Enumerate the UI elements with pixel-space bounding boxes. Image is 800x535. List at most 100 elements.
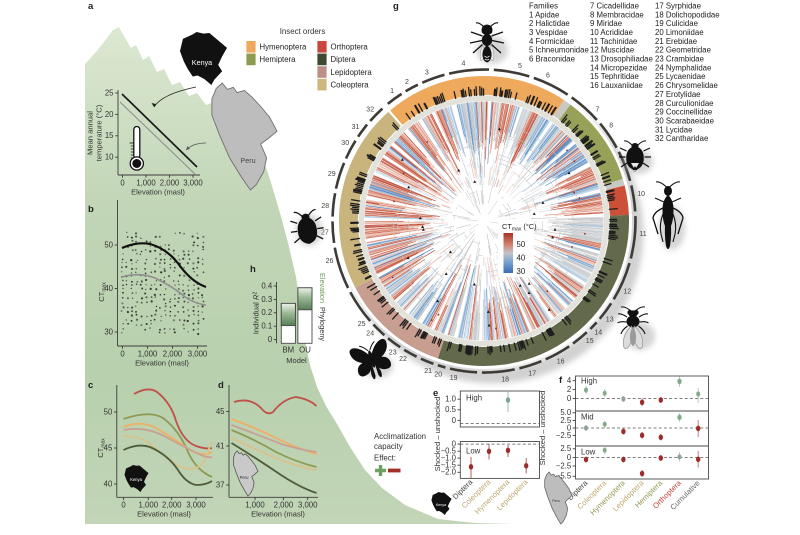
svg-text:15: 15 <box>105 131 114 140</box>
svg-text:29: 29 <box>328 171 336 178</box>
svg-text:Elevation (masl): Elevation (masl) <box>137 510 191 519</box>
svg-text:32 Cantharidae: 32 Cantharidae <box>655 134 708 143</box>
svg-text:18 Dolichopodidae: 18 Dolichopodidae <box>655 10 720 19</box>
svg-text:BM: BM <box>282 346 294 355</box>
svg-text:Elevation (masl): Elevation (masl) <box>251 510 305 519</box>
svg-text:c: c <box>88 380 93 391</box>
svg-text:Coleoptera: Coleoptera <box>331 80 370 89</box>
svg-text:22: 22 <box>399 356 407 363</box>
svg-text:temperature (°C): temperature (°C) <box>95 104 104 161</box>
svg-text:Orthoptera: Orthoptera <box>331 43 369 52</box>
svg-text:23: 23 <box>389 349 397 356</box>
svg-text:24 Nymphalidae: 24 Nymphalidae <box>655 63 711 72</box>
svg-text:3: 3 <box>425 70 429 77</box>
svg-text:Diptera: Diptera <box>331 55 357 64</box>
svg-text:6: 6 <box>546 72 550 79</box>
svg-text:18: 18 <box>501 377 509 384</box>
svg-text:Elevation: Elevation <box>318 273 327 303</box>
svg-text:16 Lauxaniidae: 16 Lauxaniidae <box>590 81 643 90</box>
svg-text:8 Membracidae: 8 Membracidae <box>590 10 644 19</box>
svg-text:15: 15 <box>586 338 594 345</box>
svg-text:14: 14 <box>594 330 602 337</box>
svg-text:0: 0 <box>452 416 457 425</box>
svg-text:1.0: 1.0 <box>445 395 457 404</box>
svg-text:0.5: 0.5 <box>445 405 457 414</box>
svg-text:2 Halictidae: 2 Halictidae <box>529 19 570 28</box>
svg-text:27: 27 <box>321 230 329 237</box>
svg-text:Kenya: Kenya <box>192 58 212 67</box>
svg-text:Kenya: Kenya <box>436 503 446 507</box>
svg-text:10: 10 <box>105 153 114 162</box>
svg-text:24: 24 <box>366 330 374 337</box>
svg-text:21 Erebidae: 21 Erebidae <box>655 37 697 46</box>
svg-text:3,000: 3,000 <box>298 501 318 510</box>
svg-text:Acclimatization: Acclimatization <box>374 432 426 441</box>
svg-text:b: b <box>88 204 94 215</box>
svg-text:50: 50 <box>104 407 113 416</box>
svg-text:30: 30 <box>341 140 349 147</box>
svg-text:26 Chrysomelidae: 26 Chrysomelidae <box>655 81 718 90</box>
svg-text:Low: Low <box>466 447 481 456</box>
svg-text:Model: Model <box>286 356 307 365</box>
svg-text:−2.0: −2.0 <box>441 468 457 477</box>
svg-text:1,000: 1,000 <box>138 350 158 359</box>
svg-text:27 Erotylidae: 27 Erotylidae <box>655 90 701 99</box>
svg-text:12 Muscidae: 12 Muscidae <box>590 46 634 55</box>
svg-text:32: 32 <box>366 107 374 114</box>
svg-text:16: 16 <box>557 358 565 365</box>
svg-text:Elevation (masl): Elevation (masl) <box>131 188 185 197</box>
svg-text:19: 19 <box>450 375 458 382</box>
svg-text:20: 20 <box>105 110 114 119</box>
svg-text:40: 40 <box>104 479 113 488</box>
svg-text:1: 1 <box>390 88 394 95</box>
svg-text:15 Tephritidae: 15 Tephritidae <box>590 72 639 81</box>
svg-text:Families: Families <box>529 1 558 10</box>
svg-text:2: 2 <box>405 79 409 86</box>
svg-text:Phylogeny: Phylogeny <box>318 307 327 341</box>
svg-text:31: 31 <box>352 124 360 131</box>
svg-text:2,000: 2,000 <box>160 179 180 188</box>
svg-text:0.2: 0.2 <box>261 308 272 317</box>
svg-text:11: 11 <box>639 231 646 238</box>
svg-text:1,000: 1,000 <box>245 501 265 510</box>
svg-text:h: h <box>250 264 256 275</box>
svg-text:17 Syrphidae: 17 Syrphidae <box>655 1 701 10</box>
svg-text:28 Curculionidae: 28 Curculionidae <box>655 99 714 108</box>
svg-text:25 Lycaenidae: 25 Lycaenidae <box>655 72 705 81</box>
svg-text:Kenya: Kenya <box>130 477 143 482</box>
svg-text:31 Lycidae: 31 Lycidae <box>655 125 692 134</box>
svg-text:41: 41 <box>216 441 225 450</box>
svg-text:37: 37 <box>216 480 225 489</box>
svg-text:50: 50 <box>104 240 113 249</box>
svg-text:a: a <box>88 1 94 12</box>
svg-text:Lepidoptera: Lepidoptera <box>331 68 373 77</box>
svg-text:10 Acrididae: 10 Acrididae <box>590 28 633 37</box>
svg-text:20 Limoniidae: 20 Limoniidae <box>655 28 704 37</box>
svg-text:12: 12 <box>624 288 632 295</box>
svg-text:1,000: 1,000 <box>139 501 159 510</box>
svg-text:7 Cicadellidae: 7 Cicadellidae <box>590 1 639 10</box>
svg-text:13 Drosophiliadae: 13 Drosophiliadae <box>590 55 653 64</box>
svg-text:0.1: 0.1 <box>261 322 272 331</box>
svg-text:1,000: 1,000 <box>136 179 156 188</box>
svg-text:High: High <box>581 377 597 386</box>
svg-text:6 Braconidae: 6 Braconidae <box>529 55 575 64</box>
svg-text:Insect orders: Insect orders <box>280 27 326 36</box>
svg-text:40: 40 <box>517 254 526 263</box>
svg-text:2: 2 <box>567 385 571 394</box>
svg-text:22 Geometridae: 22 Geometridae <box>655 46 711 55</box>
svg-text:−2.5: −2.5 <box>556 431 572 440</box>
svg-text:Peru: Peru <box>552 499 560 503</box>
svg-text:g: g <box>393 1 399 12</box>
svg-text:Low: Low <box>581 448 596 457</box>
svg-text:0.3: 0.3 <box>261 295 272 304</box>
svg-text:10: 10 <box>637 191 645 198</box>
svg-text:13: 13 <box>606 317 614 324</box>
svg-text:OU: OU <box>299 346 311 355</box>
svg-text:2,000: 2,000 <box>162 501 182 510</box>
svg-text:1 Apidae: 1 Apidae <box>529 10 559 19</box>
svg-text:−2.5: −2.5 <box>556 461 572 470</box>
svg-text:30: 30 <box>517 267 526 276</box>
svg-text:17: 17 <box>528 371 536 378</box>
svg-text:Peru: Peru <box>240 156 255 165</box>
